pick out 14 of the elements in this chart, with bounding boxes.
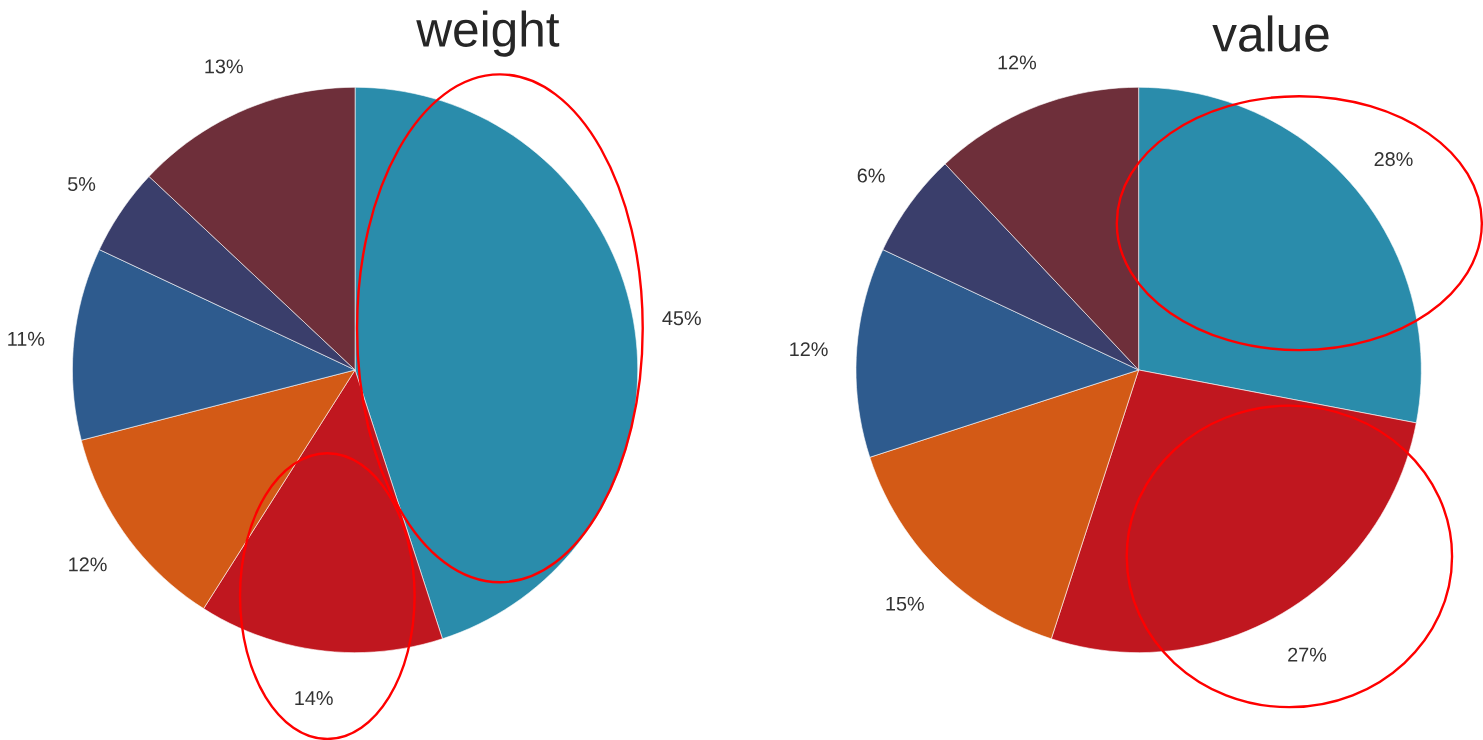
data-label: 11% [8,331,45,346]
data-label: 5% [68,177,96,191]
data-label: 15% [886,596,924,611]
chart-title: value [1212,15,1329,52]
data-label: 13% [205,59,243,74]
data-label: 28% [1374,152,1413,167]
chart-title: weight [416,10,560,57]
data-label: 14% [295,691,333,705]
data-label: 12% [998,55,1037,70]
data-label: 6% [857,168,885,183]
data-label: 45% [662,311,701,326]
data-label: 12% [69,557,107,572]
data-label: 27% [1288,647,1327,662]
data-label: 12% [790,342,828,357]
